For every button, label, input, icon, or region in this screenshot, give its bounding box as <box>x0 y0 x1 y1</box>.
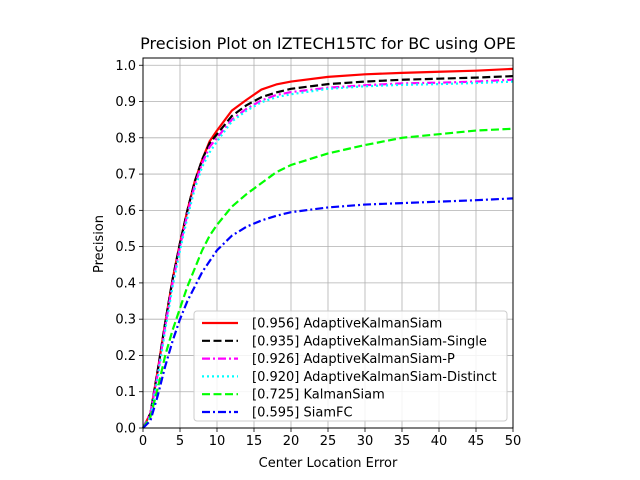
x-tick-label: 25 <box>320 434 337 449</box>
legend-entry: [0.595] SiamFC <box>252 406 353 421</box>
x-axis-ticks: 0 5 10 15 20 25 30 35 40 45 50 <box>139 428 521 449</box>
legend: [0.956] AdaptiveKalmanSiam [0.935] Adapti… <box>193 310 508 422</box>
legend-box <box>193 310 508 422</box>
x-tick-label: 30 <box>357 434 374 449</box>
series-line-3 <box>142 80 514 429</box>
y-tick-label: 0.0 <box>115 422 136 437</box>
legend-entry: [0.956] AdaptiveKalmanSiam <box>252 317 442 332</box>
y-tick-label: 0.6 <box>115 204 136 219</box>
series-line-4 <box>142 127 514 429</box>
legend-entry: [0.920] AdaptiveKalmanSiam-Distinct <box>252 370 497 385</box>
y-tick-label: 0.4 <box>115 276 136 291</box>
legend-entry: [0.935] AdaptiveKalmanSiam-Single <box>252 334 487 349</box>
series-line-5 <box>142 197 514 429</box>
x-tick-label: 15 <box>246 434 263 449</box>
legend-entry: [0.926] AdaptiveKalmanSiam-P <box>252 352 455 367</box>
series-line-2 <box>142 78 514 429</box>
x-tick-label: 5 <box>176 434 184 449</box>
x-tick-label: 50 <box>505 434 522 449</box>
series-layer <box>142 67 514 429</box>
y-tick-label: 0.5 <box>115 240 136 255</box>
x-axis-label: Center Location Error <box>259 456 398 471</box>
legend-entry: [0.725] KalmanSiam <box>252 388 385 403</box>
x-tick-label: 35 <box>394 434 411 449</box>
y-tick-label: 0.8 <box>115 131 136 146</box>
y-tick-label: 1.0 <box>115 59 136 74</box>
y-tick-label: 0.7 <box>115 168 136 183</box>
x-tick-label: 20 <box>283 434 300 449</box>
y-tick-label: 0.1 <box>115 385 136 400</box>
y-tick-label: 0.2 <box>115 349 136 364</box>
x-tick-label: 40 <box>431 434 448 449</box>
y-axis-ticks: 0.0 0.1 0.2 0.3 0.4 0.5 0.6 0.7 0.8 0.9 1.0 <box>115 59 143 437</box>
y-axis-label: Precision <box>92 215 107 273</box>
x-tick-label: 0 <box>139 434 147 449</box>
x-tick-label: 45 <box>468 434 485 449</box>
y-tick-label: 0.3 <box>115 313 136 328</box>
chart-title: Precision Plot on IZTECH15TC for BC usin… <box>140 34 516 53</box>
y-tick-label: 0.9 <box>115 95 136 110</box>
x-tick-label: 10 <box>209 434 226 449</box>
